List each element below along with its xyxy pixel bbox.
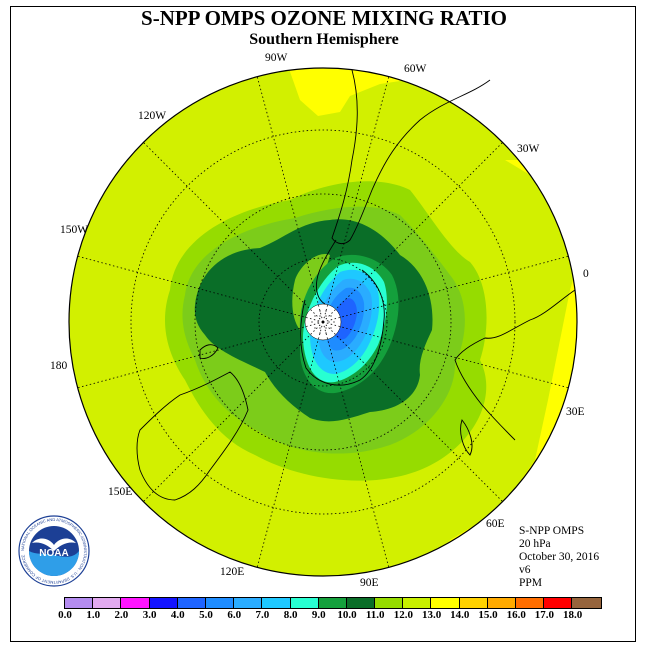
longitude-label-30w: 30W (517, 143, 540, 155)
longitude-label-60w: 60W (404, 63, 427, 75)
color-scale-swatch (403, 598, 432, 608)
color-scale-bar (64, 597, 602, 609)
longitude-label-60e: 60E (486, 518, 505, 530)
color-scale-tick-label: 17.0 (534, 609, 555, 621)
color-scale-tick-label: 10.0 (337, 609, 357, 621)
date-text: October 30, 2016 (519, 551, 600, 563)
color-scale-tick-label: 14.0 (450, 609, 470, 621)
color-scale-swatch (516, 598, 545, 608)
longitude-label-150w: 150W (60, 224, 89, 236)
madagascar-coast (460, 419, 473, 456)
color-scale-swatch (487, 598, 516, 608)
color-scale-swatch (572, 598, 601, 608)
color-scale-tick-label: 3.0 (142, 609, 157, 621)
color-scale-tick-label: 2.0 (114, 609, 129, 621)
instrument-text: S-NPP OMPS (519, 525, 585, 537)
color-scale-swatch (346, 598, 376, 608)
longitude-label-90e: 90E (360, 577, 379, 589)
map-subtitle: Southern Hemisphere (249, 31, 399, 48)
australia-coast (136, 371, 249, 501)
color-scale-swatch (318, 598, 347, 608)
color-scale-tick-label: 8.0 (283, 609, 298, 621)
color-scale-swatch (431, 598, 460, 608)
new-zealand-coast (199, 344, 219, 359)
color-scale-swatch (177, 598, 206, 608)
noaa-logo: NOAA NATIONAL OCEANIC AND ATMOSPHERIC AD… (18, 515, 90, 587)
units-text: PPM (519, 577, 543, 589)
color-scale-tick-label: 16.0 (506, 609, 526, 621)
color-scale-tick-label: 5.0 (199, 609, 213, 621)
antarctic-peninsula-coast (315, 239, 337, 305)
longitude-label-120w: 120W (138, 110, 167, 122)
color-scale-swatch (93, 598, 122, 608)
color-scale-swatch (149, 598, 178, 608)
color-scale-tick-label: 6.0 (227, 609, 242, 621)
color-scale-tick-label: 18.0 (562, 609, 583, 621)
color-scale-tick-label: 4.0 (170, 609, 185, 621)
logo-wordmark: NOAA (39, 548, 68, 559)
ozone-field (69, 68, 577, 576)
longitude-label-120e: 120E (220, 566, 245, 578)
color-scale-swatch (375, 598, 404, 608)
color-scale-tick-label: 9.0 (311, 609, 326, 621)
color-scale-swatch (544, 598, 573, 608)
longitude-label-0: 0 (583, 268, 589, 280)
high-region-north (288, 68, 420, 116)
info-block: S-NPP OMPS 20 hPa October 30, 2016 v6 PP… (519, 525, 599, 590)
antarctica-coast (300, 269, 385, 386)
africa-coast (454, 289, 576, 441)
longitude-label-90w: 90W (265, 52, 288, 64)
color-scale-swatch (121, 598, 150, 608)
color-scale-swatch (290, 598, 319, 608)
high-region-northeast (505, 160, 530, 175)
color-scale-swatch (205, 598, 235, 608)
color-scale-swatch (65, 598, 94, 608)
color-scale-tick-label: 11.0 (365, 609, 385, 621)
color-scale-swatch (262, 598, 291, 608)
color-scale-swatch (459, 598, 488, 608)
version-text: v6 (519, 564, 531, 576)
graticule (130, 129, 516, 515)
color-scale-tick-label: 1.0 (86, 609, 101, 621)
coastlines (136, 69, 576, 501)
color-scale-tick-label: 12.0 (393, 609, 414, 621)
color-scale-swatch (234, 598, 263, 608)
map-title: S-NPP OMPS OZONE MIXING RATIO (141, 6, 507, 30)
longitude-label-30e: 30E (566, 406, 585, 418)
longitude-label-180: 180 (50, 360, 68, 372)
color-scale-tick-label: 13.0 (421, 609, 442, 621)
pressure-text: 20 hPa (519, 538, 551, 550)
color-scale-tick-label: 7.0 (255, 609, 270, 621)
color-scale-tick-label: 0.0 (58, 609, 72, 621)
map-border (68, 67, 578, 577)
color-scale-tick-label: 15.0 (478, 609, 498, 621)
figure-frame (10, 6, 636, 642)
longitude-label-150e: 150E (108, 486, 133, 498)
south-america-coast (331, 69, 491, 245)
